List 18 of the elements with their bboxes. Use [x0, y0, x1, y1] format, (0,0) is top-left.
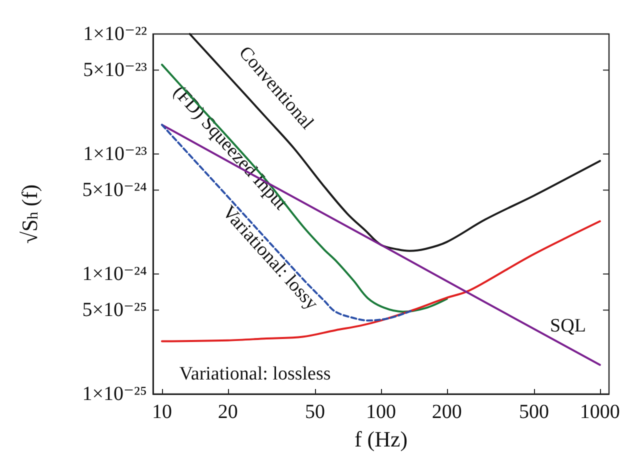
x-tick-label: 100	[366, 401, 396, 423]
x-tick-label: 50	[305, 401, 326, 423]
x-tick-label: 20	[218, 401, 238, 423]
series-label: SQL	[550, 316, 586, 336]
y-tick-label: 1×10⁻²³	[83, 143, 148, 165]
y-tick-label: 5×10⁻²⁴	[82, 179, 148, 202]
y-tick-label: 1×10⁻²⁵	[82, 383, 147, 405]
x-axis-title: f (Hz)	[354, 426, 408, 452]
y-tick-label: 1×10⁻²⁴	[82, 263, 148, 285]
y-tick-label: 5×10⁻²³	[83, 59, 148, 82]
x-tick-label: 500	[519, 401, 550, 423]
y-tick-label: 5×10⁻²⁵	[82, 299, 147, 322]
y-axis-title: √Sh (f)	[17, 184, 42, 244]
x-tick-label: 1000	[580, 401, 620, 423]
y-tick-label: 1×10⁻²²	[83, 23, 148, 45]
series-label: Variational: lossless	[179, 364, 331, 384]
x-tick-label: 10	[152, 401, 172, 423]
x-tick-label: 200	[432, 401, 462, 423]
